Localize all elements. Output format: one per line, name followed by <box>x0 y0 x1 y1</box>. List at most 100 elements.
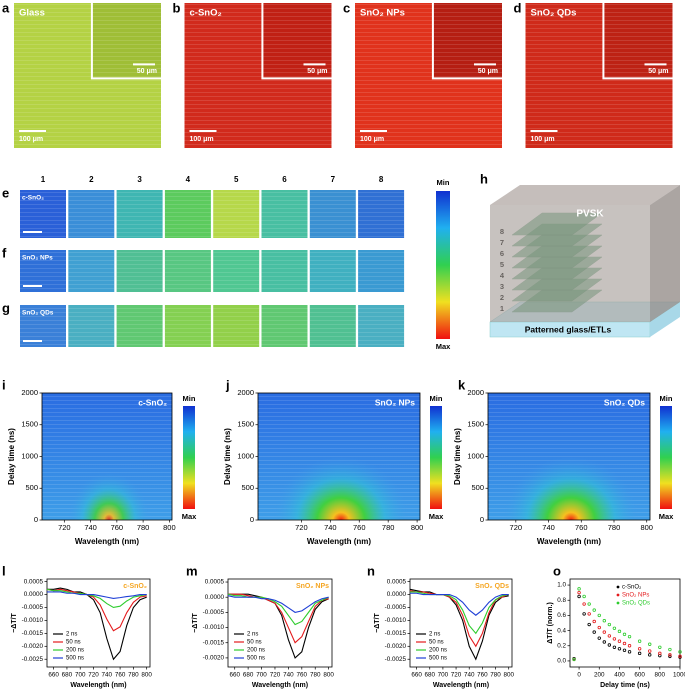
y-tick-label: 0.0005 <box>205 579 225 586</box>
annotation: SnO₂ QDs <box>604 397 645 407</box>
plot-frame <box>227 578 333 668</box>
series-line <box>227 593 329 626</box>
y-axis-label: −ΔT/T <box>374 612 381 632</box>
heatmap-signal <box>272 456 410 520</box>
scatter-point <box>617 647 622 651</box>
y-tick-label: -0.0015 <box>385 630 407 637</box>
scatter-point <box>658 651 662 656</box>
x-axis-label: Wavelength (nm) <box>252 682 308 689</box>
x-axis-label: Wavelength (nm) <box>433 682 489 689</box>
y-tick-label: -0.0020 <box>203 655 225 662</box>
scatter-point <box>607 643 612 647</box>
annotation: SnO₂ QDs <box>475 583 509 590</box>
tile-texture <box>309 305 356 347</box>
y-tick-label: 1000 <box>21 451 38 460</box>
scatter-point <box>582 594 586 599</box>
series-line <box>410 592 509 616</box>
tile-texture <box>68 305 115 347</box>
x-tick-label: 720 <box>451 672 462 679</box>
series-line <box>228 593 329 659</box>
scatter-point <box>577 587 581 591</box>
tile-texture <box>116 190 163 238</box>
scatter-point <box>592 630 596 634</box>
heatmap-signal <box>68 472 150 520</box>
x-tick-label: 660 <box>48 672 59 679</box>
legend-label: 50 ns <box>429 640 444 646</box>
legend-label: 2 ns <box>429 632 440 638</box>
y-tick-label: 0.4 <box>557 627 566 634</box>
y-tick-label: 500 <box>471 483 484 492</box>
colorbar <box>436 191 450 339</box>
plot-frame <box>409 578 513 668</box>
scatter-point <box>612 637 617 641</box>
legend-label: 200 ns <box>429 648 447 654</box>
x-axis-label: Wavelength (nm) <box>537 537 601 546</box>
y-tick-label: 1000 <box>467 451 484 460</box>
scatter-point <box>658 645 662 649</box>
tile-texture <box>213 190 260 238</box>
scale: 100 μm <box>360 136 384 143</box>
tile-texture <box>358 305 405 347</box>
y-tick-label: -0.0020 <box>22 643 44 650</box>
column-label: 1 <box>41 175 46 184</box>
substrate-label: Patterned glass/ETLs <box>525 324 612 334</box>
x-tick-label: 780 <box>137 523 150 532</box>
y-tick-label: 0.0005 <box>387 578 407 585</box>
sample-name: Glass <box>19 8 45 19</box>
annotation: c-SnO₂ <box>123 583 147 590</box>
plot-frame <box>569 578 681 668</box>
x-tick-label: 700 <box>75 672 86 679</box>
y-tick-label: -0.0025 <box>385 656 407 663</box>
panel-label: j <box>225 377 230 392</box>
scatter-point <box>602 630 607 634</box>
colorbar-min: Min <box>660 394 673 403</box>
sample-name: SnO₂ QDs <box>22 310 54 317</box>
x-tick-label: 760 <box>111 523 124 532</box>
tile-texture <box>164 305 211 347</box>
x-tick-label: 680 <box>243 672 254 679</box>
legend-label: 200 ns <box>247 648 265 654</box>
y-tick-label: 1500 <box>467 420 484 429</box>
series-line <box>46 588 147 632</box>
column-label: 8 <box>379 175 384 184</box>
inset-scale: 50 μm <box>307 68 327 75</box>
legend-label: 200 ns <box>66 648 84 654</box>
column-label: 6 <box>282 175 287 184</box>
x-tick-label: 780 <box>128 672 139 679</box>
inset-scale: 50 μm <box>648 68 668 75</box>
x-tick-label: 780 <box>382 523 395 532</box>
legend-label: 50 ns <box>247 640 262 646</box>
x-tick-label: 760 <box>477 672 488 679</box>
tile-texture <box>213 305 260 347</box>
panel-label: e <box>2 185 9 200</box>
x-tick-label: 740 <box>542 523 555 532</box>
x-tick-label: 0 <box>577 672 581 679</box>
tile-texture <box>213 250 260 292</box>
tile-texture <box>68 190 115 238</box>
pvsk-side <box>650 185 680 322</box>
scatter-point <box>607 634 612 638</box>
scatter-point <box>587 602 591 606</box>
y-axis-label: ΔT/T (norm.) <box>547 602 554 644</box>
scatter-point <box>668 653 672 657</box>
y-tick-label: 2000 <box>237 388 254 397</box>
x-tick-label: 780 <box>608 523 621 532</box>
x-tick-label: 720 <box>270 672 281 679</box>
y-axis-label: Delay time (ns) <box>223 428 232 485</box>
x-tick-label: 720 <box>58 523 71 532</box>
scatter-point <box>587 612 591 616</box>
y-tick-label: -0.0015 <box>22 630 44 637</box>
y-tick-label: 0.0 <box>557 658 566 665</box>
x-tick-label: 740 <box>324 523 337 532</box>
scatter-point <box>602 640 607 644</box>
x-tick-label: 660 <box>411 672 422 679</box>
x-tick-label: 1000 <box>673 672 685 679</box>
scatter-point <box>582 602 586 606</box>
x-tick-label: 800 <box>163 523 176 532</box>
y-tick-label: 0.0000 <box>24 591 44 598</box>
x-axis-label: Wavelength (nm) <box>70 682 126 689</box>
heatmap-signal <box>502 456 640 520</box>
y-tick-label: -0.0025 <box>22 656 44 663</box>
